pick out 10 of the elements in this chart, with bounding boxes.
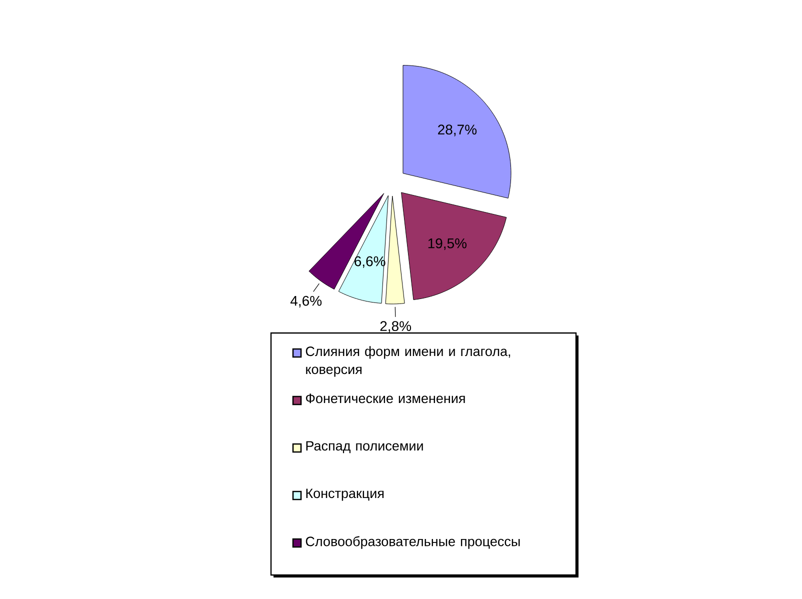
legend-label: Словообразовательные процессы: [306, 536, 520, 549]
data-label: 28,7%: [438, 124, 477, 136]
data-label: 19,5%: [428, 238, 467, 250]
legend-label: Слияния форм имени и глагола, коверсия: [306, 346, 510, 377]
legend-label: Констракция: [306, 488, 384, 501]
data-label: 6,6%: [354, 256, 386, 268]
data-label: 2,8%: [380, 321, 412, 333]
data-label: 4,6%: [290, 296, 322, 308]
legend-label: Фонетические изменения: [306, 394, 465, 404]
legend-label: Распад полисемии: [306, 441, 423, 454]
